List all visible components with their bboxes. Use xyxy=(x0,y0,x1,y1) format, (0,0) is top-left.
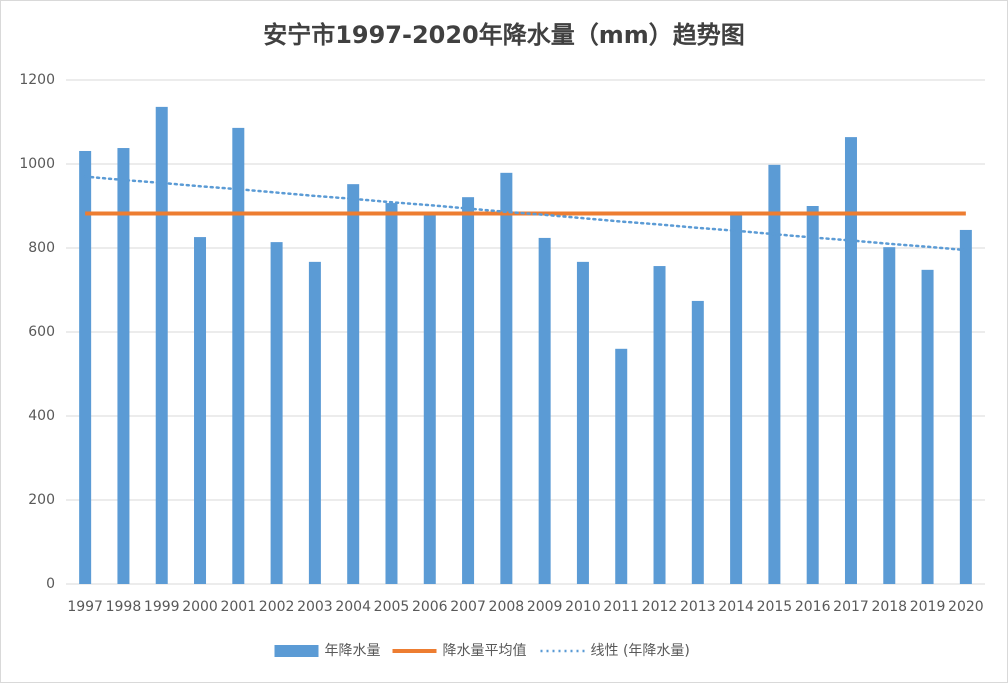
x-tick-label: 2006 xyxy=(412,599,448,615)
legend-swatch xyxy=(274,645,319,657)
x-tick-label: 2007 xyxy=(450,599,486,615)
x-tick-label: 1999 xyxy=(144,599,180,615)
bar xyxy=(806,206,819,584)
x-tick-label: 2000 xyxy=(182,599,218,615)
x-tick-label: 2004 xyxy=(335,599,371,615)
x-tick-label: 2015 xyxy=(757,599,793,615)
chart-title: 安宁市1997-2020年降水量（mm）趋势图 xyxy=(263,21,745,49)
x-tick-label: 2017 xyxy=(833,599,869,615)
bar xyxy=(883,247,896,584)
bar xyxy=(615,348,628,584)
bar xyxy=(500,172,513,584)
legend-label: 降水量平均值 xyxy=(443,643,527,659)
x-tick-label: 2011 xyxy=(603,599,639,615)
x-tick-label: 2003 xyxy=(297,599,333,615)
bar xyxy=(653,266,666,584)
bar xyxy=(423,213,436,585)
y-tick-label: 400 xyxy=(28,408,55,424)
x-tick-label: 2002 xyxy=(259,599,295,615)
bar xyxy=(730,213,743,584)
x-tick-label: 2010 xyxy=(565,599,601,615)
x-tick-label: 2005 xyxy=(374,599,410,615)
bar xyxy=(308,261,321,584)
bar xyxy=(232,127,245,584)
bar xyxy=(117,148,130,585)
bar xyxy=(194,237,207,584)
bar xyxy=(768,164,781,584)
bar xyxy=(155,106,168,584)
y-tick-label: 0 xyxy=(46,576,55,592)
bar xyxy=(385,203,398,584)
bar xyxy=(576,261,589,584)
bar xyxy=(844,137,857,584)
x-tick-label: 1998 xyxy=(106,599,142,615)
bar xyxy=(79,150,92,585)
bar xyxy=(270,242,283,584)
bar xyxy=(347,184,360,584)
bar xyxy=(921,269,934,584)
legend-label: 年降水量 xyxy=(325,643,381,659)
x-tick-label: 2018 xyxy=(871,599,907,615)
x-tick-label: 2001 xyxy=(220,599,256,615)
x-tick-label: 1997 xyxy=(67,599,103,615)
x-tick-label: 2009 xyxy=(527,599,563,615)
x-tick-label: 2013 xyxy=(680,599,716,615)
y-tick-label: 1000 xyxy=(19,156,55,172)
y-tick-label: 800 xyxy=(28,240,55,256)
x-tick-label: 2020 xyxy=(948,599,984,615)
x-tick-label: 2016 xyxy=(795,599,831,615)
y-tick-label: 200 xyxy=(28,492,55,508)
x-tick-label: 2012 xyxy=(642,599,678,615)
legend-label: 线性 (年降水量) xyxy=(591,643,690,659)
bar xyxy=(462,197,475,584)
x-tick-label: 2014 xyxy=(718,599,754,615)
bar xyxy=(959,229,972,584)
x-tick-label: 2019 xyxy=(910,599,946,615)
y-tick-label: 600 xyxy=(28,324,55,340)
x-tick-label: 2008 xyxy=(489,599,525,615)
bar xyxy=(691,300,704,584)
bar xyxy=(538,237,551,585)
y-tick-label: 1200 xyxy=(19,72,55,88)
